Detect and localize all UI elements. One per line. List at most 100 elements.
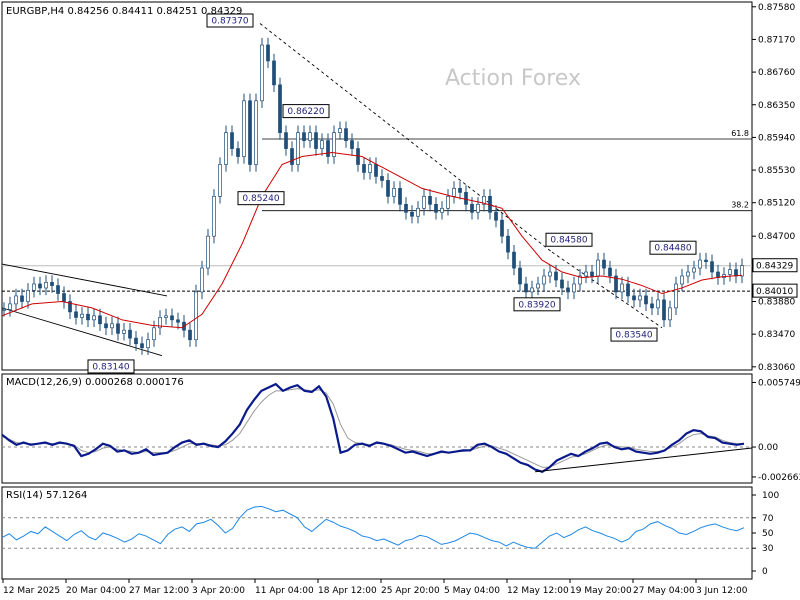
candle-body: [158, 317, 162, 329]
annotation-label: 0.83140: [92, 362, 129, 372]
candle-body: [632, 295, 636, 301]
candle-body: [320, 140, 324, 149]
y-tick-label: 0.83470: [758, 330, 795, 340]
candle-body: [98, 315, 102, 325]
candle-body: [476, 203, 480, 213]
trend-line: [1, 263, 168, 297]
candle-body: [644, 295, 648, 305]
candle-body: [236, 148, 240, 157]
candle-body: [212, 196, 216, 237]
candle-body: [410, 211, 414, 217]
annotation-box: [87, 359, 135, 374]
fib-label: 61.8: [731, 129, 749, 138]
panel-frame: [1, 373, 753, 484]
candle-body: [680, 275, 684, 285]
candle-body: [134, 337, 138, 345]
candle-body: [494, 211, 498, 221]
candle-body: [194, 291, 198, 341]
candle-body: [716, 271, 720, 278]
candle-body: [284, 132, 288, 149]
y-tick-label: 70: [762, 514, 774, 524]
moving-average-line: [1, 152, 743, 329]
candle-body: [374, 164, 378, 177]
candle-body: [626, 283, 630, 297]
candle-body: [500, 219, 504, 237]
y-tick-label: 0.87580: [758, 3, 795, 13]
candle-body: [584, 271, 588, 277]
candle-body: [314, 132, 318, 149]
y-tick-label: 30: [762, 544, 774, 554]
candle-body: [446, 196, 450, 209]
candle-body: [608, 267, 612, 277]
candle-body: [542, 275, 546, 285]
macd-line: [1, 382, 745, 473]
annotation-box: [649, 240, 697, 255]
fib-label: 38.2: [731, 201, 749, 210]
candle-body: [104, 323, 108, 329]
candle-body: [350, 140, 354, 149]
candle-body: [326, 140, 330, 157]
candle-body: [704, 259, 708, 263]
candle-body: [218, 164, 222, 197]
candle-body: [686, 271, 690, 277]
trend-line: [551, 251, 663, 329]
rsi-panel: 100 70 50 30 0: [1, 491, 779, 577]
candle-body: [524, 283, 528, 293]
candle-body: [596, 259, 600, 277]
candle-body: [416, 207, 420, 217]
annotation-label: 0.84580: [550, 236, 587, 246]
candle-body: [614, 275, 618, 293]
y-tick-label: 0.85120: [758, 199, 795, 209]
candle-body: [140, 343, 144, 349]
candle-body: [152, 327, 156, 341]
candle-body: [308, 132, 312, 141]
x-tick-label: 27 May 04:00: [633, 586, 695, 596]
annotation-label: 0.87370: [211, 17, 248, 27]
macd-trend-line: [535, 447, 753, 473]
watermark: Action Forex: [445, 66, 581, 91]
candle-body: [176, 319, 180, 323]
candle-body: [110, 323, 114, 329]
candle-body: [254, 100, 258, 165]
candle-body: [434, 203, 438, 213]
macd-title: MACD(12,26,9) 0.000268 0.000176: [6, 377, 184, 388]
candle-body: [92, 315, 96, 321]
candle-body: [290, 148, 294, 165]
candle-body: [548, 271, 552, 277]
x-tick-label: 18 Apr 12:00: [318, 586, 377, 596]
annotation-box: [206, 13, 254, 28]
candle-body: [362, 164, 366, 173]
x-tick-label: 19 May 20:00: [570, 586, 632, 596]
candle-body: [482, 196, 486, 205]
x-tick-label: 25 Apr 20:00: [381, 586, 440, 596]
candle-body: [566, 287, 570, 293]
level-label: 0.84010: [756, 287, 793, 297]
candle-body: [620, 283, 624, 293]
y-tick-label: 0.85530: [758, 166, 795, 176]
candle-body: [14, 295, 18, 305]
candle-body: [518, 267, 522, 285]
annotation-box: [282, 104, 330, 119]
candle-body: [146, 339, 150, 349]
candle-body: [266, 44, 270, 62]
y-tick-label: 50: [762, 529, 774, 539]
candle-body: [230, 132, 234, 149]
y-tick-label: 0.87170: [758, 35, 795, 45]
candle-body: [380, 176, 384, 181]
candle-body: [458, 188, 462, 193]
candle-body: [62, 293, 66, 302]
candle-body: [722, 274, 726, 278]
candle-body: [242, 100, 246, 157]
price-panel: 0.87580 0.87170 0.86760 0.86350 0.85940 0.855…: [1, 3, 798, 374]
annotation-label: 0.86220: [287, 107, 324, 117]
candle-body: [38, 283, 42, 289]
y-tick-label: 0.005749: [758, 378, 800, 388]
x-tick-label: 5 May 04:00: [444, 586, 500, 596]
candle-body: [398, 188, 402, 205]
candle-body: [188, 329, 192, 341]
candle-body: [74, 311, 78, 318]
candle-body: [56, 285, 60, 294]
candle-body: [86, 313, 90, 321]
candle-body: [710, 261, 714, 273]
